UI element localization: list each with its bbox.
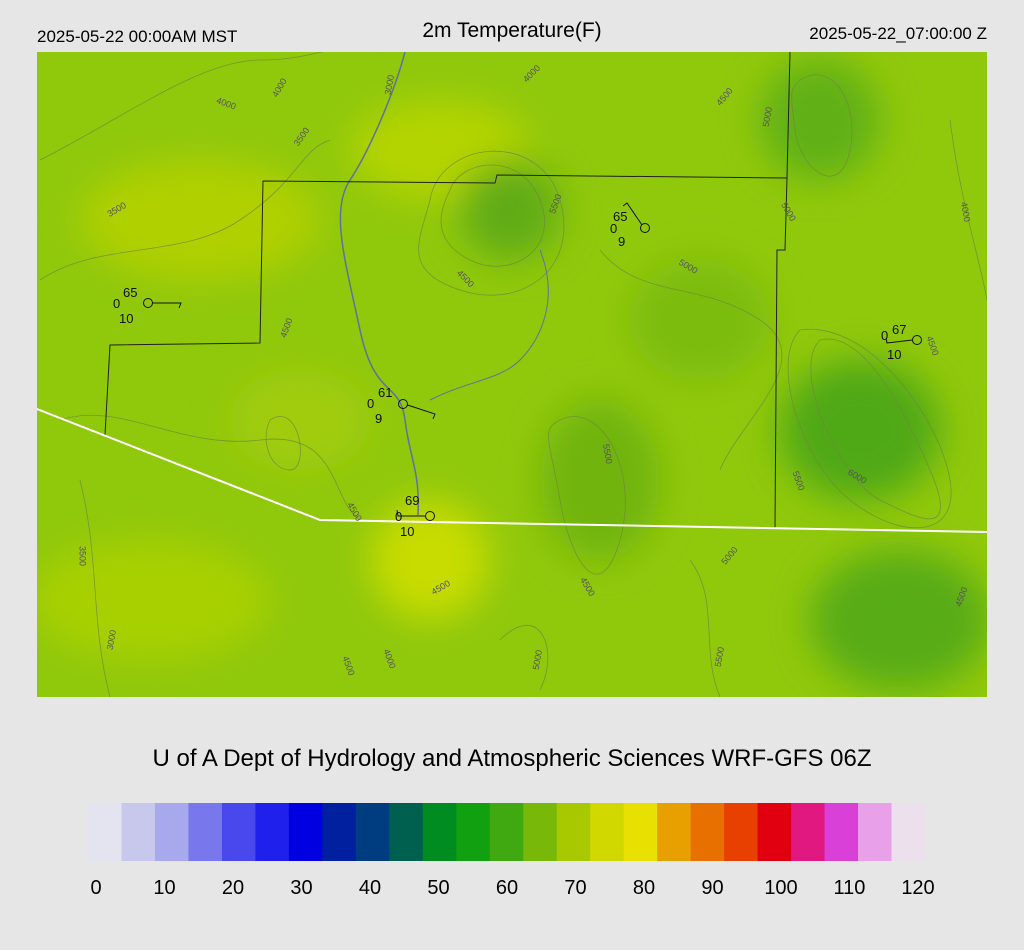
colorbar-tick-label: 100 xyxy=(764,877,797,899)
credit: U of A Dept of Hydrology and Atmospheric… xyxy=(153,745,872,772)
temperature-field xyxy=(37,60,987,690)
station-temp: 65 xyxy=(613,209,627,224)
contour-label: 3500 xyxy=(78,546,88,566)
state-border xyxy=(37,408,987,533)
color-cell xyxy=(255,803,290,861)
color-cell xyxy=(690,803,725,861)
valid-time-local: 2025-05-22 00:00AM MST xyxy=(37,27,237,46)
colorbar-tick-label: 90 xyxy=(701,877,723,899)
station-cover: 0 xyxy=(113,296,120,311)
colorbar-tick-label: 20 xyxy=(222,877,244,899)
station: 67 0 10 xyxy=(881,322,922,362)
map: 4000 4000 3000 3500 3500 4000 4500 5000 … xyxy=(37,52,987,697)
color-cell xyxy=(523,803,558,861)
color-cell xyxy=(355,803,390,861)
county-border xyxy=(104,174,788,529)
colorbar-tick-label: 50 xyxy=(427,877,449,899)
color-cell xyxy=(489,803,524,861)
colorbar-tick-label: 70 xyxy=(564,877,586,899)
contour-label: 3000 xyxy=(105,629,118,650)
colorbar-tick-label: 40 xyxy=(359,877,381,899)
color-cell xyxy=(724,803,759,861)
station-value: 9 xyxy=(618,234,625,249)
station-cover: 0 xyxy=(881,328,888,343)
color-cell xyxy=(791,803,826,861)
color-cell xyxy=(88,803,122,861)
county-border xyxy=(786,52,791,179)
contour-label: 5000 xyxy=(531,649,544,670)
color-cell xyxy=(322,803,357,861)
colorbar-tick-label: 120 xyxy=(901,877,934,899)
colorbar-tick-label: 60 xyxy=(496,877,518,899)
colorbar-tick-label: 110 xyxy=(834,877,866,899)
color-cell xyxy=(824,803,859,861)
color-cell xyxy=(456,803,491,861)
color-cell xyxy=(623,803,658,861)
station: 65 0 9 xyxy=(610,202,650,249)
color-cell xyxy=(858,803,893,861)
contour-label: 5500 xyxy=(601,443,614,464)
station-temp: 61 xyxy=(378,385,392,400)
color-cell xyxy=(590,803,625,861)
colorbar-tick-label: 80 xyxy=(633,877,655,899)
station-value: 10 xyxy=(119,311,133,326)
contour-label: 4000 xyxy=(959,201,972,222)
station: 69 0 10 xyxy=(395,493,435,539)
color-cell xyxy=(556,803,591,861)
colorbar: 0 10 20 30 40 50 60 70 80 90 100 110 120 xyxy=(88,803,935,899)
station: 61 0 9 xyxy=(367,385,436,426)
station-temp: 67 xyxy=(892,322,906,337)
color-cell xyxy=(221,803,256,861)
color-cell xyxy=(389,803,424,861)
river xyxy=(339,52,420,516)
station: 65 0 10 xyxy=(113,285,182,326)
colorbar-tick-label: 10 xyxy=(153,877,175,899)
color-cell xyxy=(188,803,223,861)
contour-label: 5500 xyxy=(713,646,726,667)
station-cover: 0 xyxy=(395,509,402,524)
color-cell xyxy=(657,803,692,861)
color-cell xyxy=(121,803,156,861)
colorbar-tick-label: 0 xyxy=(90,877,101,899)
valid-time-utc: 2025-05-22_07:00:00 Z xyxy=(809,24,987,43)
map-title: 2m Temperature(F) xyxy=(422,19,601,42)
station-cover: 0 xyxy=(367,396,374,411)
station-temp: 65 xyxy=(123,285,137,300)
river xyxy=(429,249,549,401)
station-temp: 69 xyxy=(405,493,419,508)
contours xyxy=(39,52,987,697)
station-cover: 0 xyxy=(610,221,617,236)
contour-label: 5000 xyxy=(761,106,774,127)
contour-label: 3000 xyxy=(383,74,396,95)
colorbar-tick-label: 30 xyxy=(290,877,312,899)
station-value: 10 xyxy=(400,524,414,539)
color-cell xyxy=(288,803,323,861)
station-value: 10 xyxy=(887,347,901,362)
color-cell xyxy=(757,803,792,861)
color-cell xyxy=(154,803,189,861)
color-cell xyxy=(891,803,926,861)
color-cell xyxy=(422,803,457,861)
station-value: 9 xyxy=(375,411,382,426)
